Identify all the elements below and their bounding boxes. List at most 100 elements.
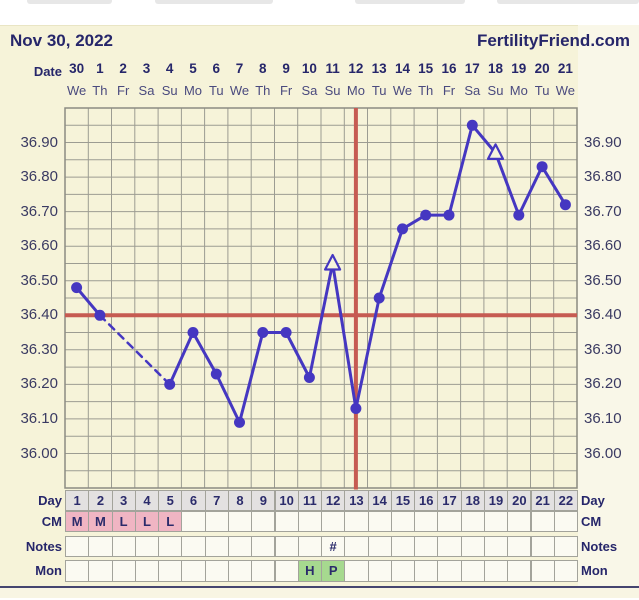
temp-line-segment: [168, 331, 195, 386]
cm-cell: [251, 511, 276, 532]
day-cell[interactable]: 14: [367, 490, 392, 511]
notes-cell: [88, 536, 113, 557]
mon-cell: [65, 560, 90, 582]
day-cell[interactable]: 4: [134, 490, 160, 511]
day-cell[interactable]: 22: [553, 490, 578, 511]
y-tick-label-left: 36.90: [20, 133, 58, 151]
cm-cell: [460, 511, 485, 532]
date-label: 11: [325, 61, 340, 76]
data-point[interactable]: [420, 209, 432, 221]
notes-cell: [134, 536, 160, 557]
data-point[interactable]: [443, 209, 455, 221]
y-tick-label-right: 36.30: [584, 340, 622, 358]
day-cell[interactable]: 20: [507, 490, 532, 511]
y-tick-label-left: 36.40: [20, 306, 58, 324]
date-label: 8: [259, 61, 267, 76]
data-point[interactable]: [280, 327, 292, 338]
notes-cell: [530, 536, 555, 557]
day-cell[interactable]: 17: [437, 490, 462, 511]
data-point[interactable]: [303, 372, 315, 383]
day-cell[interactable]: 18: [460, 490, 485, 511]
day-cell[interactable]: 12: [321, 490, 346, 511]
row-label-left: Day: [38, 493, 62, 508]
data-point[interactable]: [536, 161, 548, 173]
data-point[interactable]: [350, 403, 362, 414]
weekday-label: Th: [92, 83, 108, 98]
cutoff-tab-fragment[interactable]: [27, 0, 112, 4]
mon-cell: [111, 560, 136, 582]
mon-cell: [158, 560, 183, 582]
cutoff-tab-fragment[interactable]: [155, 0, 273, 4]
data-point[interactable]: [559, 199, 571, 211]
data-point[interactable]: [164, 378, 176, 390]
fertilityfriend-logo-link[interactable]: FertilityFriend.com: [476, 31, 630, 50]
y-tick-label-left: 36.80: [20, 168, 58, 186]
notes-cell: [227, 536, 253, 557]
weekday-label: Tu: [534, 83, 550, 98]
data-point[interactable]: [373, 292, 385, 304]
cm-cell: [274, 511, 299, 532]
y-tick-label-right: 36.40: [584, 306, 622, 324]
day-cell[interactable]: 21: [530, 490, 555, 511]
cutoff-tab-fragment[interactable]: [355, 0, 465, 4]
day-cell[interactable]: 8: [227, 490, 253, 511]
cm-cell: [414, 511, 439, 532]
weekday-label: Tu: [371, 83, 387, 98]
cm-cell: L: [134, 511, 160, 532]
mon-cell: [437, 560, 462, 582]
weekday-label: Mo: [509, 83, 528, 98]
day-cell[interactable]: 10: [274, 490, 299, 511]
notes-cell: [437, 536, 462, 557]
notes-cell: [483, 536, 509, 557]
day-cell[interactable]: 11: [297, 490, 322, 511]
open-triangle-marker[interactable]: [324, 253, 342, 271]
weekday-label: Mo: [183, 83, 203, 98]
cutoff-tab-fragment[interactable]: [497, 0, 639, 4]
weekday-label: We: [555, 83, 576, 98]
date-label: 5: [189, 61, 197, 76]
data-point[interactable]: [210, 368, 222, 380]
weekday-label: Su: [161, 83, 178, 98]
y-tick-label-right: 36.10: [584, 409, 622, 427]
y-tick-label-right: 36.50: [584, 271, 622, 289]
notes-cell: [181, 536, 206, 557]
mon-cell: [204, 560, 229, 582]
day-cell[interactable]: 7: [204, 490, 229, 511]
day-cell[interactable]: 16: [414, 490, 439, 511]
mon-cell: [390, 560, 416, 582]
data-point[interactable]: [71, 282, 83, 294]
day-cell[interactable]: 15: [390, 490, 416, 511]
data-point[interactable]: [257, 327, 269, 338]
date-label: 15: [418, 61, 434, 76]
weekday-label: We: [392, 83, 413, 98]
date-label: 17: [464, 61, 480, 76]
date-label: 20: [534, 61, 550, 76]
day-cell[interactable]: 13: [344, 490, 369, 511]
data-point[interactable]: [513, 209, 525, 221]
data-point[interactable]: [187, 327, 199, 338]
day-cell[interactable]: 2: [88, 490, 113, 511]
data-point[interactable]: [397, 223, 408, 235]
notes-cell: [65, 536, 90, 557]
day-cell[interactable]: 6: [181, 490, 206, 511]
weekday-label: Sa: [301, 83, 318, 98]
open-triangle-marker[interactable]: [486, 143, 505, 160]
day-cell[interactable]: 1: [65, 490, 90, 511]
temp-line-segment: [284, 331, 311, 379]
day-cell[interactable]: 5: [158, 490, 183, 511]
y-tick-label-right: 36.00: [584, 444, 622, 462]
data-point[interactable]: [466, 119, 478, 131]
row-label-right: CM: [581, 514, 602, 529]
weekday-label: Fr: [442, 83, 456, 98]
right-axis-strip: [578, 25, 639, 588]
date-label: 2: [119, 61, 127, 76]
day-cell[interactable]: 19: [483, 490, 509, 511]
row-label-left: CM: [41, 514, 62, 529]
day-cell[interactable]: 3: [111, 490, 136, 511]
data-point[interactable]: [234, 416, 245, 428]
day-cell[interactable]: 9: [251, 490, 276, 511]
temp-line-segment: [98, 314, 171, 386]
mon-cell: [251, 560, 276, 582]
data-point[interactable]: [94, 309, 106, 321]
